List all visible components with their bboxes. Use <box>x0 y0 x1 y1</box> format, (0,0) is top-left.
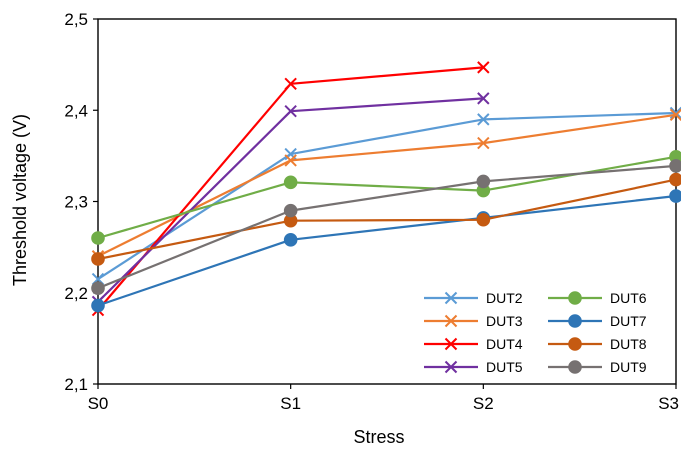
legend-marker <box>569 338 582 351</box>
legend-item-dut8: DUT8 <box>548 336 647 352</box>
y-tick-label: 2,4 <box>64 101 88 120</box>
axes <box>93 19 676 389</box>
series-line <box>98 180 676 259</box>
data-point <box>92 299 105 312</box>
data-point <box>284 176 297 189</box>
data-point <box>670 173 681 186</box>
data-point <box>477 213 490 226</box>
legend-label: DUT9 <box>610 359 647 375</box>
data-point <box>670 190 681 203</box>
series-dut7 <box>92 190 681 312</box>
legend-item-dut7: DUT7 <box>548 313 647 329</box>
x-axis-title: Stress <box>353 427 404 447</box>
y-axis-title: Threshold voltage (V) <box>10 114 30 286</box>
legend-label: DUT8 <box>610 336 647 352</box>
legend-item-dut6: DUT6 <box>548 290 647 306</box>
legend-marker <box>569 361 582 374</box>
data-point <box>284 234 297 247</box>
y-tick-label: 2,5 <box>64 10 88 29</box>
data-point <box>670 160 681 173</box>
data-point <box>92 232 105 245</box>
legend-marker <box>569 292 582 305</box>
x-tick-label: S3 <box>658 394 679 413</box>
y-tick-label: 2,2 <box>64 284 88 303</box>
data-point <box>92 253 105 266</box>
y-tick-label: 2,1 <box>64 375 88 394</box>
legend-item-dut4: DUT4 <box>424 336 523 352</box>
legend-item-dut3: DUT3 <box>424 313 523 329</box>
legend-label: DUT3 <box>486 313 523 329</box>
data-point <box>477 175 490 188</box>
x-tick-label: S0 <box>88 394 109 413</box>
x-tick-label: S2 <box>473 394 494 413</box>
x-tick-labels: S0 S1 S2 S3 <box>88 394 679 413</box>
plot-area-border <box>98 19 676 384</box>
data-point <box>284 204 297 217</box>
series-layer <box>92 62 681 316</box>
legend-item-dut2: DUT2 <box>424 290 523 306</box>
series-line <box>98 166 676 288</box>
legend: DUT2 DUT3 DUT4 DUT5 DUT6 DUT7 DUT8 DUT9 <box>424 290 647 375</box>
legend-item-dut9: DUT9 <box>548 359 647 375</box>
x-tick-label: S1 <box>280 394 301 413</box>
y-tick-labels: 2,1 2,2 2,3 2,4 2,5 <box>64 10 88 394</box>
legend-label: DUT7 <box>610 313 647 329</box>
legend-label: DUT2 <box>486 290 523 306</box>
series-dut5 <box>93 93 489 307</box>
legend-label: DUT6 <box>610 290 647 306</box>
legend-label: DUT5 <box>486 359 523 375</box>
y-tick-label: 2,3 <box>64 193 88 212</box>
legend-marker <box>569 315 582 328</box>
legend-label: DUT4 <box>486 336 523 352</box>
data-point <box>92 282 105 295</box>
legend-item-dut5: DUT5 <box>424 359 523 375</box>
